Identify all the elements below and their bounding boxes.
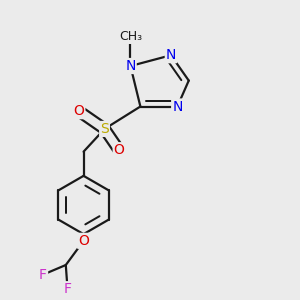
Text: N: N: [172, 100, 183, 113]
Text: F: F: [39, 268, 47, 282]
Text: O: O: [74, 104, 84, 118]
Text: N: N: [125, 59, 136, 73]
Text: F: F: [64, 282, 71, 296]
Text: S: S: [100, 122, 109, 136]
Text: O: O: [78, 234, 89, 248]
Text: N: N: [166, 48, 176, 62]
Text: CH₃: CH₃: [119, 30, 142, 44]
Text: O: O: [114, 143, 124, 157]
